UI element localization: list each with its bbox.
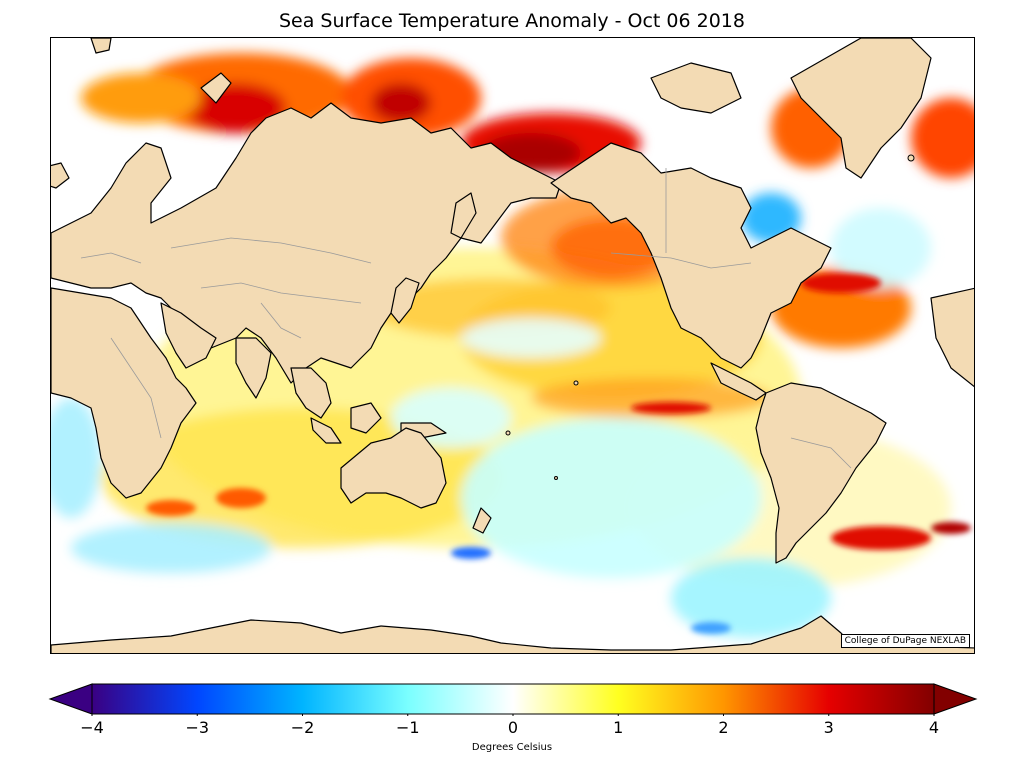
colorbar-tick-label: −4 [80, 718, 104, 737]
colorbar-tick-label: 1 [613, 718, 624, 737]
north-america-land [550, 142, 832, 369]
australia-land [340, 427, 447, 509]
southeast-asia-land [290, 367, 332, 419]
colorbar-gradient [91, 683, 935, 715]
greenland-land [790, 38, 932, 179]
colorbar-units-label: Degrees Celsius [471, 742, 553, 753]
colorbar-tick-label: −2 [290, 718, 315, 737]
svalbard-land [90, 38, 112, 54]
credit-label: College of DuPage NEXLAB [840, 634, 970, 648]
colorbar-extend-high [933, 683, 978, 715]
africa-land [51, 287, 197, 499]
land-masses [51, 38, 974, 653]
europe-east-land [930, 287, 974, 388]
south-america-land [755, 382, 887, 564]
japan-land [390, 277, 420, 324]
country-borders [80, 168, 852, 469]
sumatra-land [310, 417, 342, 444]
arctic-islands-land [650, 62, 742, 114]
colorbar-tick-label: −1 [395, 718, 420, 737]
colorbar [48, 683, 978, 716]
colorbar-tick-label: −3 [185, 718, 210, 737]
central-america-land [710, 362, 767, 401]
sst-anomaly-map: College of DuPage NEXLAB [50, 37, 975, 654]
kamchatka-land [450, 192, 477, 239]
india-land [235, 337, 272, 399]
chart-title: Sea Surface Temperature Anomaly - Oct 06… [279, 10, 745, 32]
borneo-land [350, 402, 382, 434]
colorbar-tick-label: 2 [718, 718, 729, 737]
map-canvas [51, 38, 974, 653]
colorbar-extend-low [48, 683, 93, 715]
colorbar-tick-label: 0 [507, 718, 519, 737]
colorbar-tick-label: 3 [823, 718, 834, 737]
new-zealand-land [472, 507, 492, 534]
colorbar-tick-label: 4 [928, 718, 940, 737]
novaya-zemlya-land [200, 72, 232, 104]
arabia-land [160, 302, 217, 369]
iceland-land [51, 162, 70, 189]
